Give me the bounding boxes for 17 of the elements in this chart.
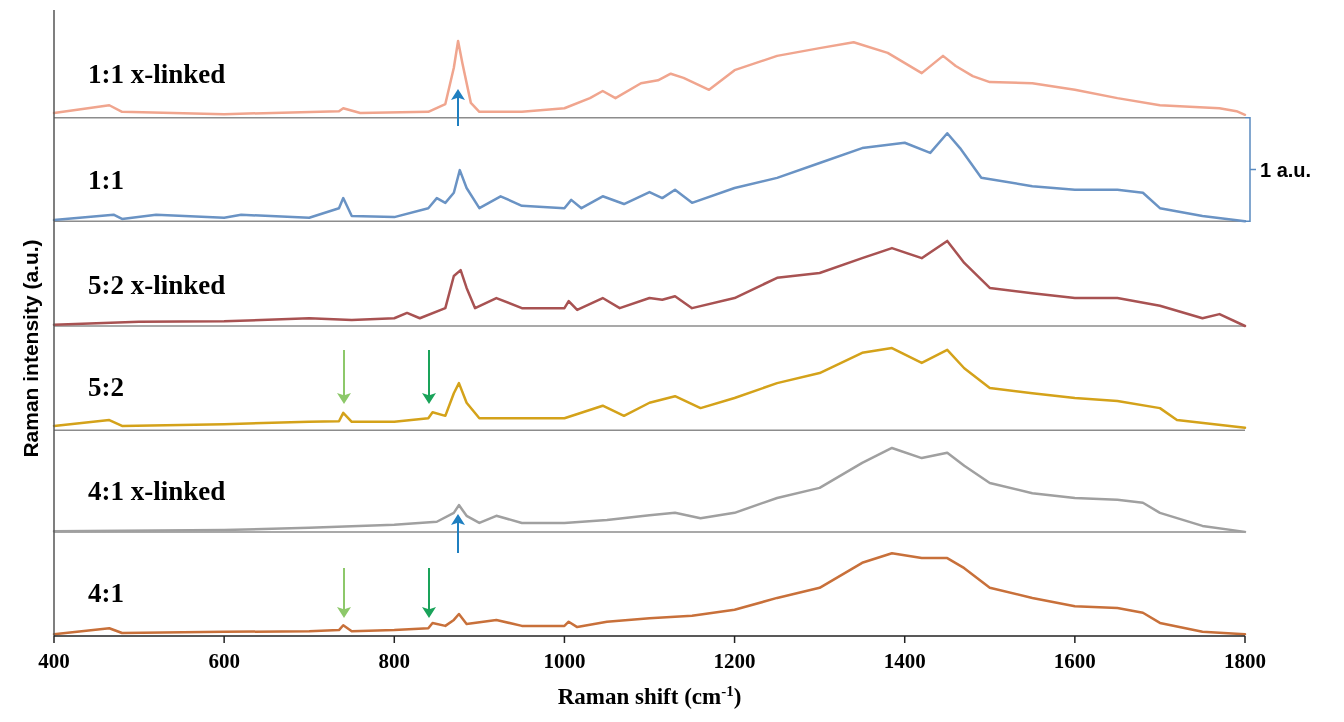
series-label: 5:2 (88, 371, 124, 402)
series-label: 1:1 x-linked (88, 58, 226, 89)
text: 1 a.u. (1260, 158, 1312, 181)
y-axis-title: Raman intensity (a.u.) (19, 239, 42, 458)
x-tick-label: 1600 (1053, 649, 1096, 673)
x-tick-label: 600 (208, 649, 240, 673)
x-tick-label: 1200 (713, 649, 756, 673)
x-tick-label: 400 (38, 649, 70, 673)
series-label: 1:1 (88, 165, 124, 196)
x-tick-label: 800 (378, 649, 411, 673)
x-tick-label: 1400 (883, 649, 926, 673)
x-tick-label: 1800 (1224, 649, 1266, 673)
x-tick-label: 1000 (543, 649, 586, 673)
series-label: 5:2 x-linked (88, 270, 226, 301)
x-axis-title: Raman shift (cm$^{-1}$) (557, 683, 742, 709)
series-label: 4:1 (88, 578, 124, 609)
series-label: 4:1 x-linked (88, 475, 226, 506)
